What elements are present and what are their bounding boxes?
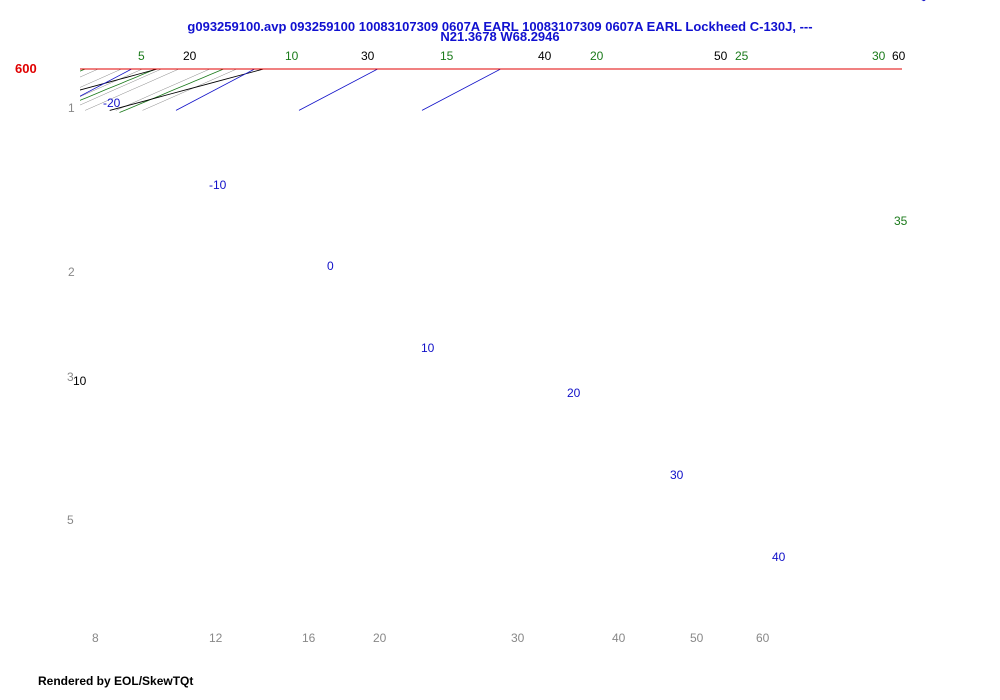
mixing-ratio-line — [80, 69, 123, 88]
isotherm-label: 40 — [772, 550, 786, 564]
isotherm-line — [80, 69, 133, 97]
dry-adiabat-label: 40 — [538, 49, 552, 63]
dry-adiabat-label: 50 — [714, 49, 728, 63]
mixing-ratio-line — [0, 0, 790, 110]
dry-adiabat-line — [0, 0, 1000, 110]
dry-adiabat-label: 30 — [361, 49, 375, 63]
moist-adiabat-label: 25 — [735, 49, 749, 63]
wind-barb-half-feather — [921, 0, 925, 2]
mixing-ratio-line — [0, 0, 753, 110]
mixing-ratio-line — [84, 69, 180, 111]
chart-title-line1: g093259100.avp 093259100 10083107309 060… — [187, 19, 813, 34]
mixing-ratio-label: 8 — [92, 631, 99, 645]
dry-adiabat-label: 60 — [892, 49, 906, 63]
isotherm-label: -10 — [209, 178, 227, 192]
height-label: 5 — [67, 513, 74, 527]
moist-adiabat-label: 15 — [440, 49, 454, 63]
height-label: 1 — [68, 101, 75, 115]
mixing-ratio-line — [0, 0, 160, 110]
dry-adiabat-label: 10 — [73, 374, 87, 388]
mixing-ratio-line — [80, 69, 163, 106]
isotherm-line — [421, 69, 502, 111]
moist-adiabat-line — [0, 0, 834, 113]
moist-adiabat-line — [0, 0, 250, 113]
moist-adiabats — [0, 0, 834, 113]
dry-adiabat-line — [109, 69, 266, 111]
dry-adiabat-line — [80, 69, 160, 91]
mixing-ratio-line — [0, 0, 104, 110]
moist-adiabat-label: 35 — [894, 214, 908, 228]
mixing-ratio-label: 16 — [302, 631, 316, 645]
mixing-ratio-line — [0, 0, 294, 110]
mixing-ratio-label: 60 — [756, 631, 770, 645]
isotherm-label: 20 — [567, 386, 581, 400]
mixing-ratio-label: 20 — [373, 631, 387, 645]
dry-adiabat-line — [0, 0, 759, 110]
wind-barb-shaft — [923, 0, 926, 2]
moist-adiabat-label: 5 — [138, 49, 145, 63]
mixing-ratio-line — [115, 69, 211, 111]
height-label: 2 — [68, 265, 75, 279]
height-label: 3 — [67, 370, 74, 384]
mixing-ratio-label: 50 — [690, 631, 704, 645]
mixing-ratio-lines — [0, 0, 821, 111]
mixing-ratio-line — [0, 0, 652, 110]
dry-adiabats — [0, 0, 1000, 111]
dry-adiabat-label: 20 — [183, 49, 197, 63]
chart-title-line2: N21.3678 W68.2946 — [440, 29, 560, 44]
moist-adiabat-line — [119, 69, 225, 113]
isotherm-label: -20 — [103, 96, 121, 110]
moist-adiabat-line — [0, 0, 599, 113]
mixing-ratio-label: 30 — [511, 631, 525, 645]
dry-adiabat-line — [0, 0, 1000, 110]
isotherm-label: 10 — [421, 341, 435, 355]
wind-barbs — [921, 0, 926, 2]
dry-adiabat-line — [0, 0, 1000, 110]
mixing-ratio-line — [0, 0, 492, 110]
mixing-ratio-line — [0, 0, 821, 110]
isotherm-line — [0, 0, 679, 110]
renderer-credit: Rendered by EOL/SkewTQt — [38, 674, 194, 688]
moist-adiabat-line — [0, 0, 310, 113]
moist-adiabat-label: 30 — [872, 49, 886, 63]
isotherm-line — [0, 0, 187, 110]
moist-adiabat-label: 20 — [590, 49, 604, 63]
mixing-ratio-line — [0, 0, 618, 110]
moist-adiabat-line — [0, 0, 657, 113]
isotherm-line — [0, 0, 310, 110]
mixing-ratio-line — [0, 0, 682, 110]
mixing-ratio-label: 12 — [209, 631, 223, 645]
pressure-label: 600 — [15, 61, 37, 76]
isotherm-line — [0, 0, 556, 110]
mixing-ratio-label: 40 — [612, 631, 626, 645]
moist-adiabat-line — [0, 0, 484, 113]
isotherm-line — [0, 0, 64, 110]
dry-adiabat-line — [0, 0, 507, 110]
mixing-ratio-line — [0, 0, 405, 110]
isotherm-label: 30 — [670, 468, 684, 482]
axis-labels: 6007008009001000102030405060510152025303… — [15, 49, 908, 645]
isobars — [80, 68, 902, 70]
isotherm-label: 0 — [327, 259, 334, 273]
moist-adiabat-label: 10 — [285, 49, 299, 63]
dry-adiabat-line — [0, 0, 1000, 110]
isotherms — [0, 0, 679, 111]
mixing-ratio-line — [0, 0, 233, 110]
wind-barb — [921, 0, 926, 2]
mixing-ratio-line — [0, 0, 454, 110]
